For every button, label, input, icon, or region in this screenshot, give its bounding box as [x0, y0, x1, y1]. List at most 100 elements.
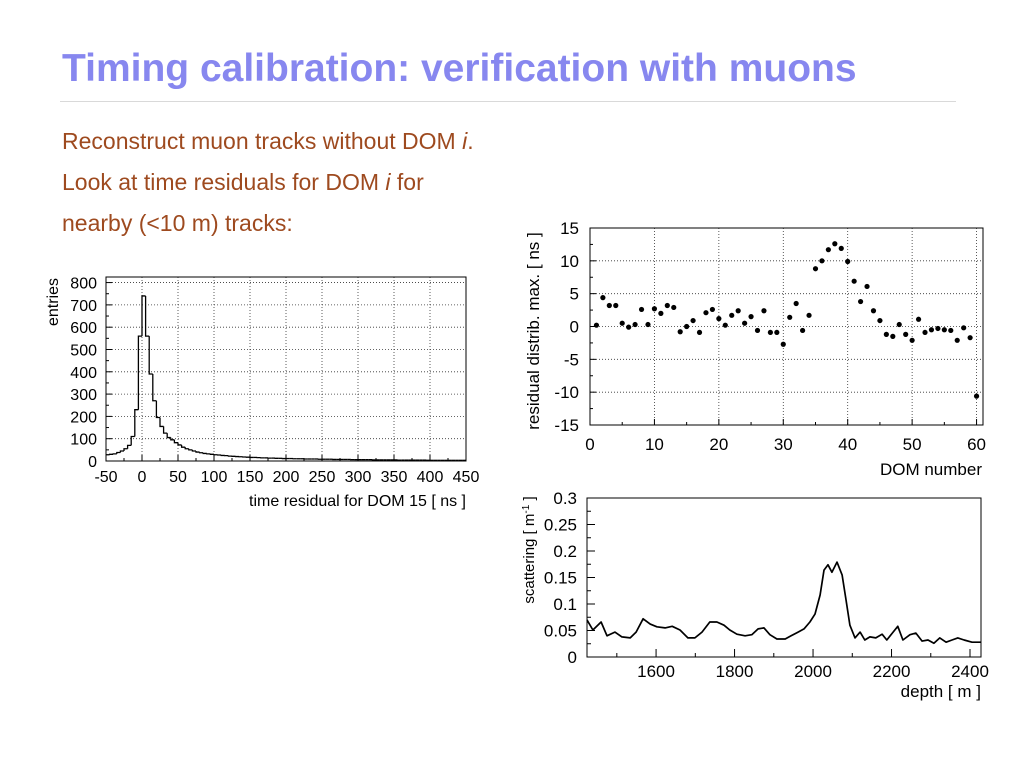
body-text: for: [390, 169, 424, 195]
data-point: [800, 327, 806, 334]
data-point: [896, 321, 902, 328]
body-text: nearby (<10 m) tracks:: [62, 210, 293, 236]
data-point: [632, 321, 638, 328]
histogram-bin: [162, 426, 168, 434]
histogram-bin: [123, 448, 128, 451]
x-tick-label: 0: [138, 469, 147, 486]
x-tick-label: 30: [774, 435, 793, 454]
histogram-bin: [202, 452, 207, 455]
data-point: [851, 278, 857, 284]
y-tick-label: 300: [70, 387, 97, 404]
data-point: [793, 300, 799, 307]
histogram-bin: [141, 295, 146, 337]
data-point: [767, 329, 773, 336]
data-point: [600, 295, 606, 301]
y-tick-label: 700: [70, 298, 97, 315]
body-line-2: Look at time residuals for DOM i for: [62, 162, 474, 203]
y-tick-label: 0.3: [553, 489, 577, 508]
data-point: [819, 258, 825, 264]
y-tick-label: 500: [70, 342, 97, 359]
y-axis-label: entries: [45, 278, 62, 326]
body-text: .: [467, 128, 474, 154]
x-tick-label: 300: [345, 469, 372, 486]
data-point: [922, 329, 928, 336]
x-tick-label: 450: [453, 469, 480, 486]
y-tick-label: 0.1: [553, 595, 577, 614]
x-tick-label: 2200: [873, 662, 911, 681]
data-point: [677, 329, 683, 335]
data-point: [787, 314, 793, 320]
residual-vs-dom-scatter: 0 10 20 30 40 50 60 -15 -10 -5 0 5 10 15 DOM number res…: [524, 219, 986, 479]
series-line: [586, 561, 981, 645]
title-divider: [60, 101, 956, 102]
x-tick-label: 100: [201, 469, 228, 486]
y-tick-label: -5: [564, 350, 579, 369]
histogram-bin: [119, 450, 124, 453]
plot-frame: [589, 227, 984, 426]
x-tick-label: 10: [645, 435, 664, 454]
histogram-bin: [191, 449, 196, 452]
data-point: [948, 327, 954, 334]
x-tick-label: 2400: [951, 662, 989, 681]
data-point: [729, 312, 735, 318]
x-tick-label: 250: [309, 469, 336, 486]
histogram-bin: [173, 439, 178, 444]
data-point: [864, 283, 870, 290]
y-tick-label: 0: [568, 648, 577, 667]
data-point: [915, 316, 922, 322]
body-text: Look at time residuals for DOM: [62, 169, 386, 195]
data-point: [684, 323, 690, 330]
x-tick-label: 400: [417, 469, 444, 486]
x-tick-label: 50: [903, 435, 922, 454]
histogram-bin: [116, 451, 121, 454]
data-point: [774, 329, 780, 336]
data-point: [619, 320, 625, 326]
x-tick-label: 150: [237, 469, 264, 486]
data-point: [812, 266, 819, 272]
x-tick-label: 0: [585, 435, 594, 454]
data-point: [883, 331, 889, 337]
histogram-bin: [177, 442, 182, 446]
histogram-bin: [144, 295, 150, 337]
histogram-bin: [155, 400, 160, 419]
data-point: [696, 329, 703, 336]
x-axis-label: DOM number: [880, 460, 982, 479]
histogram-bin: [126, 444, 132, 449]
data-point: [664, 302, 670, 309]
data-point: [651, 306, 658, 312]
data-point: [909, 337, 915, 343]
data-point: [709, 306, 716, 313]
data-point: [735, 308, 741, 314]
y-tick-label: 10: [560, 252, 579, 271]
histogram-bin: [188, 448, 193, 451]
y-tick-label: 400: [70, 365, 97, 382]
data-point: [716, 316, 722, 322]
y-tick-label: 0: [88, 454, 97, 471]
data-point: [877, 317, 883, 324]
y-tick-label: 0.25: [544, 516, 577, 535]
x-axis-label: time residual for DOM 15 [ ns ]: [249, 493, 466, 510]
histogram-bin: [180, 444, 186, 448]
data-point: [722, 322, 728, 328]
y-tick-label: 0.15: [544, 569, 577, 588]
data-point: [961, 325, 967, 331]
y-tick-label: 800: [70, 276, 97, 293]
body-text: Reconstruct muon tracks without DOM: [62, 128, 463, 154]
histogram-bin: [137, 335, 142, 410]
y-tick-label: 600: [70, 320, 97, 337]
y-axis-label-text: scattering [ m: [521, 514, 538, 604]
data-point: [638, 306, 645, 313]
body-line-1: Reconstruct muon tracks without DOM i.: [62, 121, 474, 162]
body-text-italic: i: [385, 169, 391, 195]
y-tick-label: 0: [570, 318, 579, 337]
histogram-bin: [184, 447, 189, 450]
data-point: [928, 327, 935, 333]
y-axis-label: residual distrib. max. [ ns ]: [524, 232, 543, 429]
histogram-bin: [148, 336, 153, 375]
data-point: [954, 337, 960, 343]
x-axis-label: depth [ m ]: [901, 682, 981, 701]
body-text-italic: i: [462, 128, 468, 154]
y-axis-label-superscript: -1: [521, 504, 532, 513]
data-point: [870, 308, 877, 314]
